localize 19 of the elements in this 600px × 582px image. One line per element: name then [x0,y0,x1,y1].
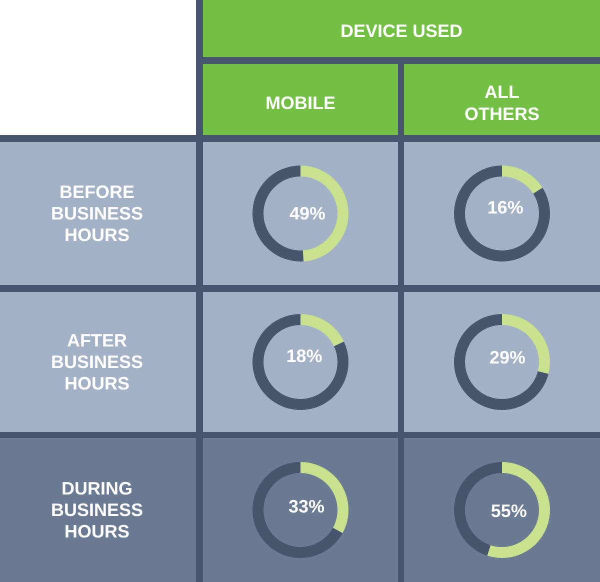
donut-slice [300,314,344,346]
data-label: 18% [286,346,322,366]
donut-slice [454,314,548,410]
donut-slice [487,462,550,558]
text: DURING BUSINESS HOURS [50,478,144,542]
text: AFTER BUSINESS HOURS [50,330,144,394]
text: MOBILE [266,93,336,113]
data-label: 49% [289,203,326,224]
data-label: 33% [288,496,325,516]
donut-slice [252,314,348,410]
donut-slice [454,166,550,262]
text: BEFORE BUSINESS HOURS [50,182,144,246]
donut-slice [252,462,343,558]
text: ALL OTHERS [464,82,540,124]
text: DEVICE USED [340,21,463,41]
data-label: 55% [490,501,527,522]
data-label: 16% [487,197,524,218]
donut-slice [502,166,543,194]
data-label: 29% [490,348,526,368]
